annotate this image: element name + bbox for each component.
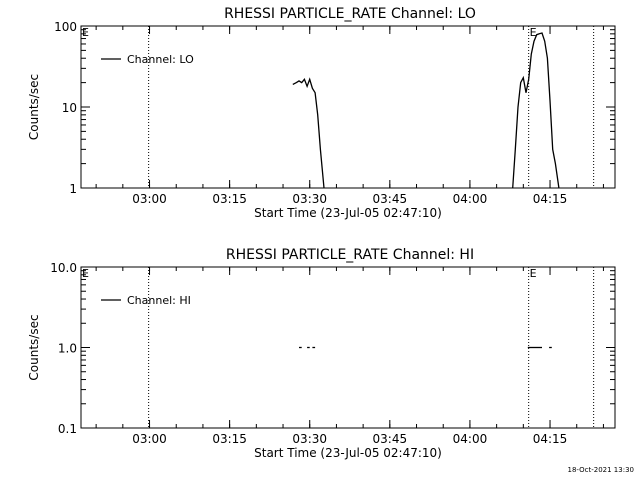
x-tick-label: 03:15 [212, 192, 247, 206]
generated-timestamp: 18-Oct-2021 13:30 [567, 466, 634, 474]
x-tick-label: 03:00 [132, 192, 167, 206]
y-tick-label: 0.1 [58, 422, 77, 436]
series-line [512, 32, 560, 189]
time-marker-label: E [82, 267, 89, 280]
x-tick-label: 04:15 [533, 192, 568, 206]
x-tick-label: 04:00 [453, 432, 488, 446]
y-tick-label: 1.0 [58, 342, 77, 356]
x-tick-label: 03:15 [212, 432, 247, 446]
time-marker-label: E [530, 26, 537, 39]
x-tick-label: 03:00 [132, 432, 167, 446]
chart-title: RHESSI PARTICLE_RATE Channel: HI [226, 247, 474, 263]
y-tick-label: 10 [62, 101, 77, 115]
legend-label: Channel: HI [127, 294, 191, 307]
time-marker-label: E [82, 26, 89, 39]
plot-frame [80, 25, 616, 189]
chart-2: RHESSI PARTICLE_RATE Channel: HI Start Ti… [27, 247, 616, 460]
y-tick-label: 100 [54, 20, 77, 34]
x-axis-label: Start Time (23-Jul-05 02:47:10) [254, 206, 442, 220]
chart-1: RHESSI PARTICLE_RATE Channel: LO Start Ti… [27, 6, 616, 220]
series-line [292, 77, 325, 189]
x-tick-label: 03:30 [292, 432, 327, 446]
legend-label: Channel: LO [127, 53, 194, 66]
x-tick-label: 04:15 [533, 432, 568, 446]
time-marker-label: E [530, 267, 537, 280]
x-tick-label: 03:30 [292, 192, 327, 206]
x-tick-label: 03:45 [373, 432, 408, 446]
x-tick-label: 04:00 [453, 192, 488, 206]
x-axis-label: Start Time (23-Jul-05 02:47:10) [254, 446, 442, 460]
y-axis-label: Counts/sec [27, 314, 41, 380]
y-tick-label: 10.0 [50, 261, 77, 275]
x-tick-label: 03:45 [373, 192, 408, 206]
chart-title: RHESSI PARTICLE_RATE Channel: LO [224, 6, 476, 22]
y-axis-label: Counts/sec [27, 74, 41, 140]
y-tick-label: 1 [69, 182, 77, 196]
